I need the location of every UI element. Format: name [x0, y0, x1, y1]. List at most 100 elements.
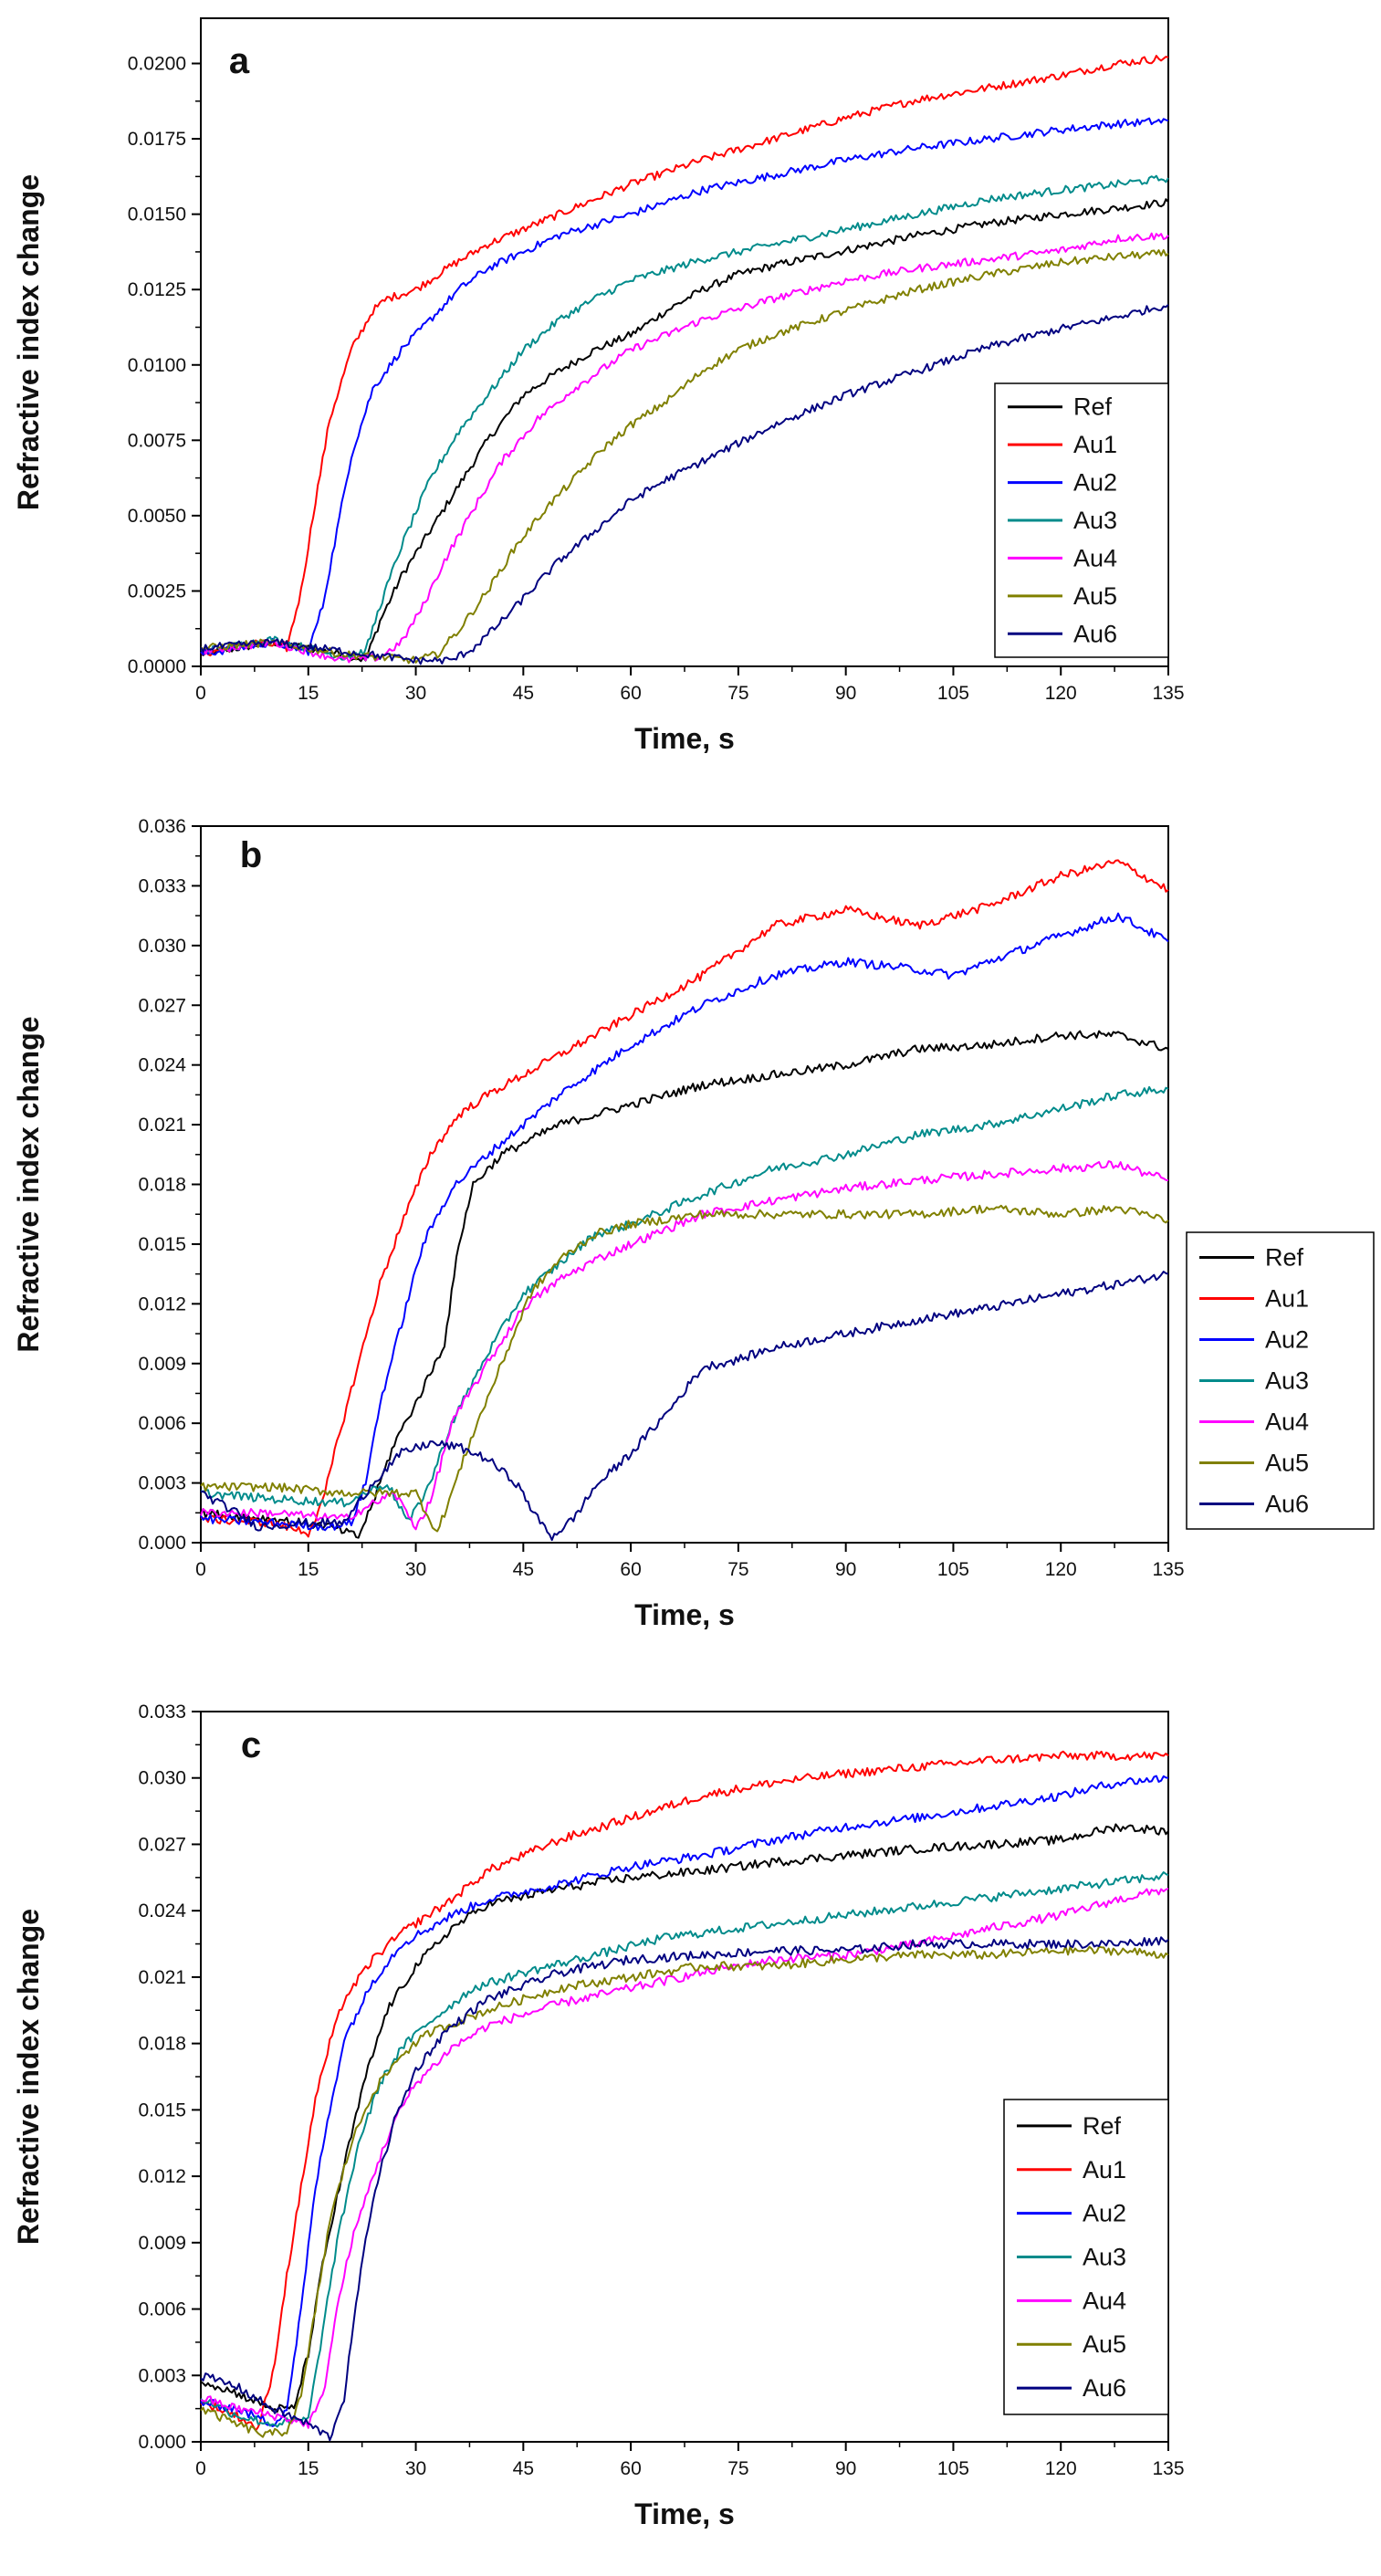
y-tick-label: 0.006: [138, 1413, 186, 1434]
y-axis-title: Refractive index change: [12, 174, 45, 510]
y-tick-label: 0.012: [138, 2166, 186, 2187]
series-line-Au3: [200, 174, 1169, 661]
legend-label-Au1: Au1: [1083, 2156, 1126, 2183]
x-tick-label: 0: [195, 683, 206, 704]
legend-label-Ref: Ref: [1083, 2112, 1122, 2140]
legend-label-Ref: Ref: [1073, 393, 1113, 421]
y-tick-label: 0.036: [138, 816, 186, 837]
x-tick-label: 0: [195, 1559, 206, 1580]
x-tick-label: 120: [1045, 2458, 1077, 2479]
legend-label-Au4: Au4: [1073, 544, 1117, 571]
x-tick-label: 75: [727, 2458, 748, 2479]
series-line-Au1: [200, 55, 1169, 657]
series-line-Au1: [200, 859, 1169, 1538]
series-line-Au3: [200, 1871, 1169, 2428]
panel-label: a: [229, 41, 250, 81]
x-tick-label: 60: [620, 683, 641, 704]
series-line-Au6: [200, 1271, 1169, 1542]
x-tick-label: 105: [937, 2458, 969, 2479]
legend-label-Au6: Au6: [1073, 620, 1117, 647]
x-tick-label: 45: [513, 683, 534, 704]
series-line-Ref: [200, 1823, 1169, 2414]
panel-label: c: [241, 1725, 261, 1765]
y-tick-label: 0.030: [138, 1768, 186, 1789]
y-tick-label: 0.009: [138, 2233, 186, 2254]
y-tick-label: 0.027: [138, 995, 186, 1016]
y-tick-label: 0.030: [138, 936, 186, 957]
y-tick-label: 0.033: [138, 1702, 186, 1723]
x-tick-label: 75: [727, 1559, 748, 1580]
y-tick-label: 0.0175: [128, 129, 186, 150]
x-axis-title: Time, s: [634, 1598, 735, 1631]
x-tick-label: 120: [1045, 683, 1077, 704]
y-tick-label: 0.0150: [128, 204, 186, 225]
y-tick-label: 0.0200: [128, 54, 186, 75]
y-axis-title: Refractive index change: [12, 1016, 45, 1352]
y-tick-label: 0.000: [138, 2432, 186, 2453]
y-tick-label: 0.000: [138, 1533, 186, 1554]
y-tick-label: 0.0050: [128, 506, 186, 527]
x-axis-title: Time, s: [634, 2497, 735, 2530]
legend-label-Au3: Au3: [1265, 1367, 1309, 1395]
x-tick-label: 90: [835, 683, 856, 704]
x-tick-label: 30: [405, 1559, 426, 1580]
legend-label-Au2: Au2: [1073, 469, 1117, 497]
y-tick-label: 0.024: [138, 1901, 186, 1922]
x-tick-label: 105: [937, 1559, 969, 1580]
legend-label-Au6: Au6: [1265, 1491, 1309, 1518]
legend-label-Au3: Au3: [1073, 507, 1117, 534]
legend-label-Au5: Au5: [1073, 582, 1117, 610]
x-tick-label: 90: [835, 2458, 856, 2479]
legend-label-Au2: Au2: [1083, 2200, 1126, 2227]
y-tick-label: 0.0100: [128, 355, 186, 376]
y-tick-label: 0.021: [138, 1967, 186, 1988]
x-tick-label: 15: [298, 2458, 319, 2479]
y-tick-label: 0.003: [138, 1473, 186, 1494]
x-tick-label: 15: [298, 1559, 319, 1580]
y-tick-label: 0.009: [138, 1354, 186, 1375]
series-line-Au5: [200, 1204, 1169, 1533]
x-tick-label: 60: [620, 1559, 641, 1580]
x-tick-label: 30: [405, 683, 426, 704]
panel-label: b: [240, 835, 262, 875]
series-line-Au4: [200, 232, 1169, 664]
x-tick-label: 135: [1152, 2458, 1184, 2479]
x-tick-label: 135: [1152, 683, 1184, 704]
x-tick-label: 15: [298, 683, 319, 704]
series-line-Au2: [200, 117, 1169, 656]
series-line-Au5: [200, 1945, 1169, 2438]
x-tick-label: 75: [727, 683, 748, 704]
x-tick-label: 45: [513, 1559, 534, 1580]
x-axis-title: Time, s: [634, 722, 735, 755]
y-tick-label: 0.003: [138, 2365, 186, 2386]
legend-label-Au4: Au4: [1083, 2287, 1126, 2314]
legend-label-Au5: Au5: [1083, 2330, 1126, 2358]
y-tick-label: 0.018: [138, 2034, 186, 2055]
y-tick-label: 0.024: [138, 1055, 186, 1076]
legend-label-Au5: Au5: [1265, 1450, 1309, 1477]
y-tick-label: 0.012: [138, 1293, 186, 1314]
x-tick-label: 135: [1152, 1559, 1184, 1580]
x-tick-label: 105: [937, 683, 969, 704]
y-tick-label: 0.015: [138, 1234, 186, 1255]
y-tick-label: 0.027: [138, 1834, 186, 1855]
series-line-Au6: [200, 1936, 1169, 2442]
x-tick-label: 30: [405, 2458, 426, 2479]
series-line-Au2: [200, 1775, 1169, 2427]
legend-label-Au1: Au1: [1073, 431, 1117, 458]
legend-label-Au2: Au2: [1265, 1326, 1309, 1354]
y-tick-label: 0.021: [138, 1115, 186, 1136]
y-tick-label: 0.0125: [128, 279, 186, 300]
y-tick-label: 0.0075: [128, 430, 186, 451]
series-line-Au3: [200, 1085, 1169, 1521]
x-tick-label: 0: [195, 2458, 206, 2479]
y-tick-label: 0.033: [138, 875, 186, 896]
y-tick-label: 0.0000: [128, 656, 186, 677]
y-axis-title: Refractive index change: [12, 1909, 45, 2245]
series-line-Ref: [200, 1030, 1169, 1539]
plot-frame: [200, 825, 1169, 1544]
legend-label-Au1: Au1: [1265, 1285, 1309, 1313]
legend-label-Au6: Au6: [1083, 2374, 1126, 2402]
legend-label-Au3: Au3: [1083, 2244, 1126, 2271]
